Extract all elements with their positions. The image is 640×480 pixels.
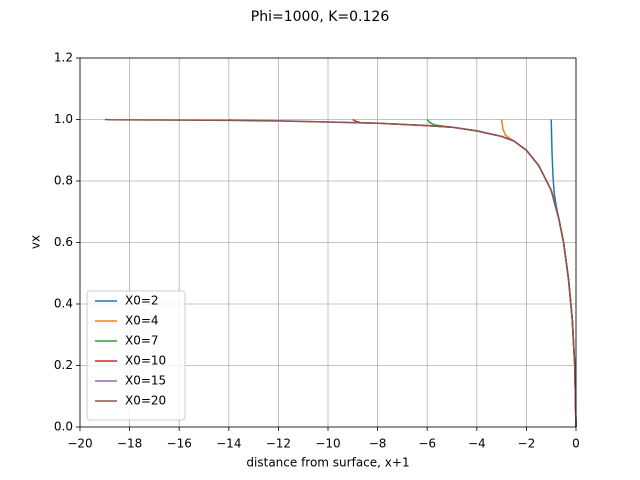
legend-label: X0=4 <box>125 314 159 328</box>
x-tick-label: −18 <box>117 437 142 451</box>
x-axis-label: distance from surface, x+1 <box>246 456 409 470</box>
y-axis-label: vx <box>29 235 43 249</box>
series-line <box>228 118 577 428</box>
x-tick-label: −20 <box>67 437 92 451</box>
y-tick-label: 0.4 <box>54 297 73 311</box>
chart-title: Phi=1000, K=0.126 <box>251 9 390 25</box>
series-line <box>426 119 577 428</box>
x-tick-label: −6 <box>418 437 436 451</box>
y-tick-label: 0.6 <box>54 235 73 249</box>
x-tick-label: −2 <box>518 437 536 451</box>
legend-label: X0=10 <box>125 354 166 368</box>
x-tick-label: −14 <box>216 437 241 451</box>
series-line <box>352 118 577 428</box>
legend-label: X0=7 <box>125 334 159 348</box>
series-line <box>550 119 577 428</box>
y-tick-label: 0.8 <box>54 174 73 188</box>
legend-label: X0=2 <box>125 294 159 308</box>
x-tick-label: −12 <box>266 437 291 451</box>
plot-frame <box>79 57 577 428</box>
y-tick-label: 1.0 <box>54 112 73 126</box>
legend-label: X0=15 <box>125 374 166 388</box>
series-line <box>104 118 577 428</box>
y-tick-label: 0.0 <box>54 420 73 434</box>
y-tick-label: 0.2 <box>54 358 73 372</box>
x-tick-label: −4 <box>468 437 486 451</box>
legend-box <box>86 290 186 421</box>
x-tick-label: −16 <box>167 437 192 451</box>
legend-label: X0=20 <box>125 394 166 408</box>
y-tick-label: 1.2 <box>54 51 73 65</box>
x-tick-label: 0 <box>572 437 580 451</box>
x-tick-label: −8 <box>369 437 387 451</box>
x-tick-label: −10 <box>315 437 340 451</box>
